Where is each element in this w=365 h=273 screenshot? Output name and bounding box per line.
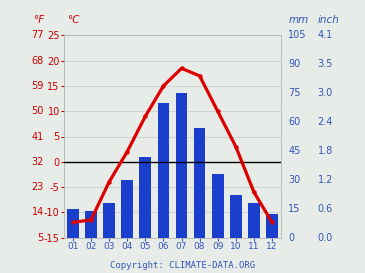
Text: mm: mm bbox=[288, 14, 308, 25]
Text: 23: 23 bbox=[31, 182, 44, 192]
Text: 32: 32 bbox=[31, 157, 44, 167]
Bar bbox=[67, 209, 79, 238]
Text: 41: 41 bbox=[31, 132, 44, 141]
Text: 2.4: 2.4 bbox=[318, 117, 333, 127]
Text: 60: 60 bbox=[288, 117, 301, 127]
Bar bbox=[139, 157, 151, 238]
Text: 105: 105 bbox=[288, 31, 307, 40]
Text: 75: 75 bbox=[288, 88, 301, 98]
Text: 45: 45 bbox=[288, 146, 301, 156]
Text: 3.5: 3.5 bbox=[318, 59, 333, 69]
Text: 1.8: 1.8 bbox=[318, 146, 333, 156]
Text: Copyright: CLIMATE-DATA.ORG: Copyright: CLIMATE-DATA.ORG bbox=[110, 261, 255, 270]
Text: 0.6: 0.6 bbox=[318, 204, 333, 214]
Text: 90: 90 bbox=[288, 59, 301, 69]
Text: 5: 5 bbox=[38, 233, 44, 242]
Text: inch: inch bbox=[318, 14, 339, 25]
Text: °C: °C bbox=[67, 14, 79, 25]
Bar bbox=[248, 203, 260, 238]
Text: °F: °F bbox=[32, 14, 44, 25]
Text: 14: 14 bbox=[31, 207, 44, 217]
Text: 77: 77 bbox=[31, 31, 44, 40]
Bar bbox=[230, 195, 242, 238]
Bar bbox=[212, 174, 224, 238]
Bar bbox=[121, 180, 133, 238]
Bar bbox=[85, 210, 97, 238]
Text: 0: 0 bbox=[288, 233, 295, 242]
Text: 1.2: 1.2 bbox=[318, 175, 333, 185]
Bar bbox=[176, 93, 187, 238]
Bar bbox=[194, 128, 205, 238]
Text: 0.0: 0.0 bbox=[318, 233, 333, 242]
Text: 15: 15 bbox=[288, 204, 301, 214]
Text: 68: 68 bbox=[31, 56, 44, 66]
Text: 59: 59 bbox=[31, 81, 44, 91]
Text: 3.0: 3.0 bbox=[318, 88, 333, 98]
Bar bbox=[266, 214, 278, 238]
Bar bbox=[158, 103, 169, 238]
Bar bbox=[103, 203, 115, 238]
Text: 50: 50 bbox=[31, 106, 44, 116]
Text: 30: 30 bbox=[288, 175, 301, 185]
Text: 4.1: 4.1 bbox=[318, 31, 333, 40]
